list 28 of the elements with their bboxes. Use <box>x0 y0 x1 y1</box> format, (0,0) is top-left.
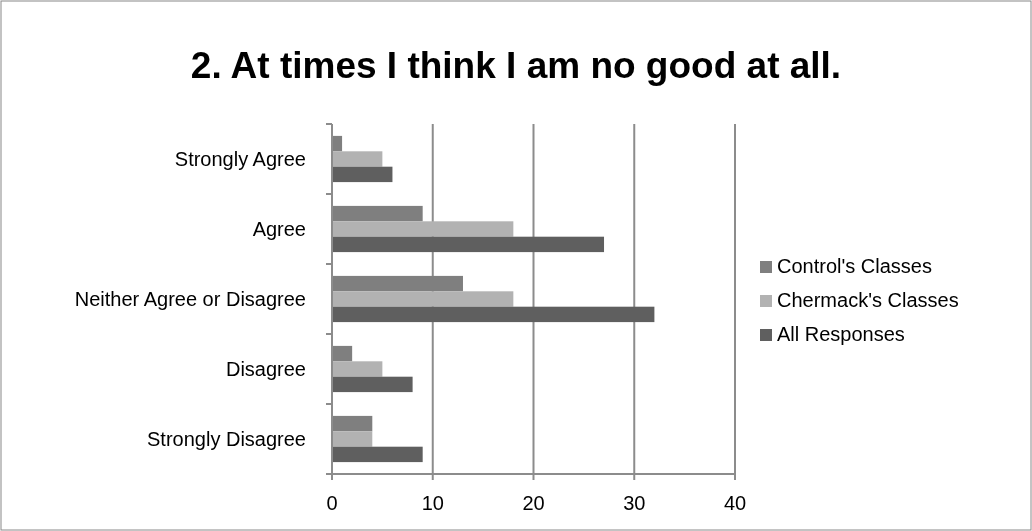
x-tick-label: 0 <box>326 492 338 514</box>
x-tick-label: 10 <box>421 492 444 514</box>
legend-label: Chermack's Classes <box>777 289 959 311</box>
x-tick-label: 20 <box>522 492 545 514</box>
bar <box>332 431 373 447</box>
bar <box>332 415 373 432</box>
bar <box>332 221 514 237</box>
bar <box>332 376 413 393</box>
x-tick-label: 30 <box>623 492 646 514</box>
bar <box>332 236 605 253</box>
bar <box>332 446 423 463</box>
y-tick-label: Strongly Agree <box>174 148 306 170</box>
legend-label: Control's Classes <box>777 255 932 277</box>
y-tick-label: Agree <box>252 218 306 240</box>
y-tick-label: Strongly Disagree <box>147 428 306 450</box>
x-tick-label: 40 <box>723 492 747 514</box>
chart-title: 2. At times I think I am no good at all. <box>190 45 842 86</box>
legend-label: All Responses <box>777 323 905 345</box>
bar <box>332 166 393 183</box>
bar <box>332 306 655 323</box>
bar <box>332 205 423 222</box>
y-tick-label: Disagree <box>225 358 306 380</box>
bar <box>332 361 383 377</box>
bar <box>332 275 463 292</box>
bar <box>332 345 353 362</box>
bar <box>332 291 514 307</box>
bar <box>332 151 383 167</box>
y-tick-label: Neither Agree or Disagree <box>74 288 306 310</box>
